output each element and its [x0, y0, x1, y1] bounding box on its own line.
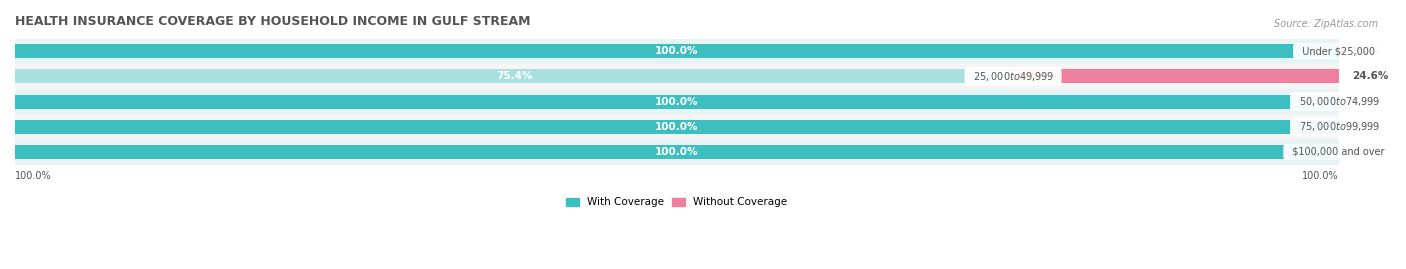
Bar [15, 114, 1339, 139]
Text: 0.0%: 0.0% [1351, 46, 1381, 56]
Text: 0.0%: 0.0% [1351, 97, 1381, 107]
Text: Source: ZipAtlas.com: Source: ZipAtlas.com [1274, 19, 1378, 29]
Text: 100.0%: 100.0% [655, 46, 699, 56]
Text: 100.0%: 100.0% [655, 122, 699, 132]
Text: $100,000 and over: $100,000 and over [1286, 147, 1391, 157]
Text: $50,000 to $74,999: $50,000 to $74,999 [1294, 95, 1385, 108]
Text: 75.4%: 75.4% [496, 71, 533, 82]
Text: 24.6%: 24.6% [1351, 71, 1388, 82]
Text: 100.0%: 100.0% [1302, 171, 1339, 181]
Bar [1012, 69, 1339, 83]
Bar [15, 44, 1339, 58]
Bar [15, 89, 1339, 114]
Bar [15, 95, 1339, 108]
Bar [15, 64, 1339, 89]
Bar [15, 139, 1339, 165]
Text: $75,000 to $99,999: $75,000 to $99,999 [1294, 120, 1385, 133]
Text: 0.0%: 0.0% [1351, 122, 1381, 132]
Text: 100.0%: 100.0% [655, 97, 699, 107]
Text: 100.0%: 100.0% [655, 147, 699, 157]
Text: 0.0%: 0.0% [1351, 147, 1381, 157]
Text: HEALTH INSURANCE COVERAGE BY HOUSEHOLD INCOME IN GULF STREAM: HEALTH INSURANCE COVERAGE BY HOUSEHOLD I… [15, 15, 530, 28]
Legend: With Coverage, Without Coverage: With Coverage, Without Coverage [562, 193, 792, 212]
Bar [15, 120, 1339, 134]
Text: 100.0%: 100.0% [15, 171, 52, 181]
Bar [15, 145, 1339, 159]
Text: $25,000 to $49,999: $25,000 to $49,999 [967, 70, 1059, 83]
Bar [15, 39, 1339, 64]
Text: Under $25,000: Under $25,000 [1296, 46, 1381, 56]
Bar [15, 69, 1012, 83]
